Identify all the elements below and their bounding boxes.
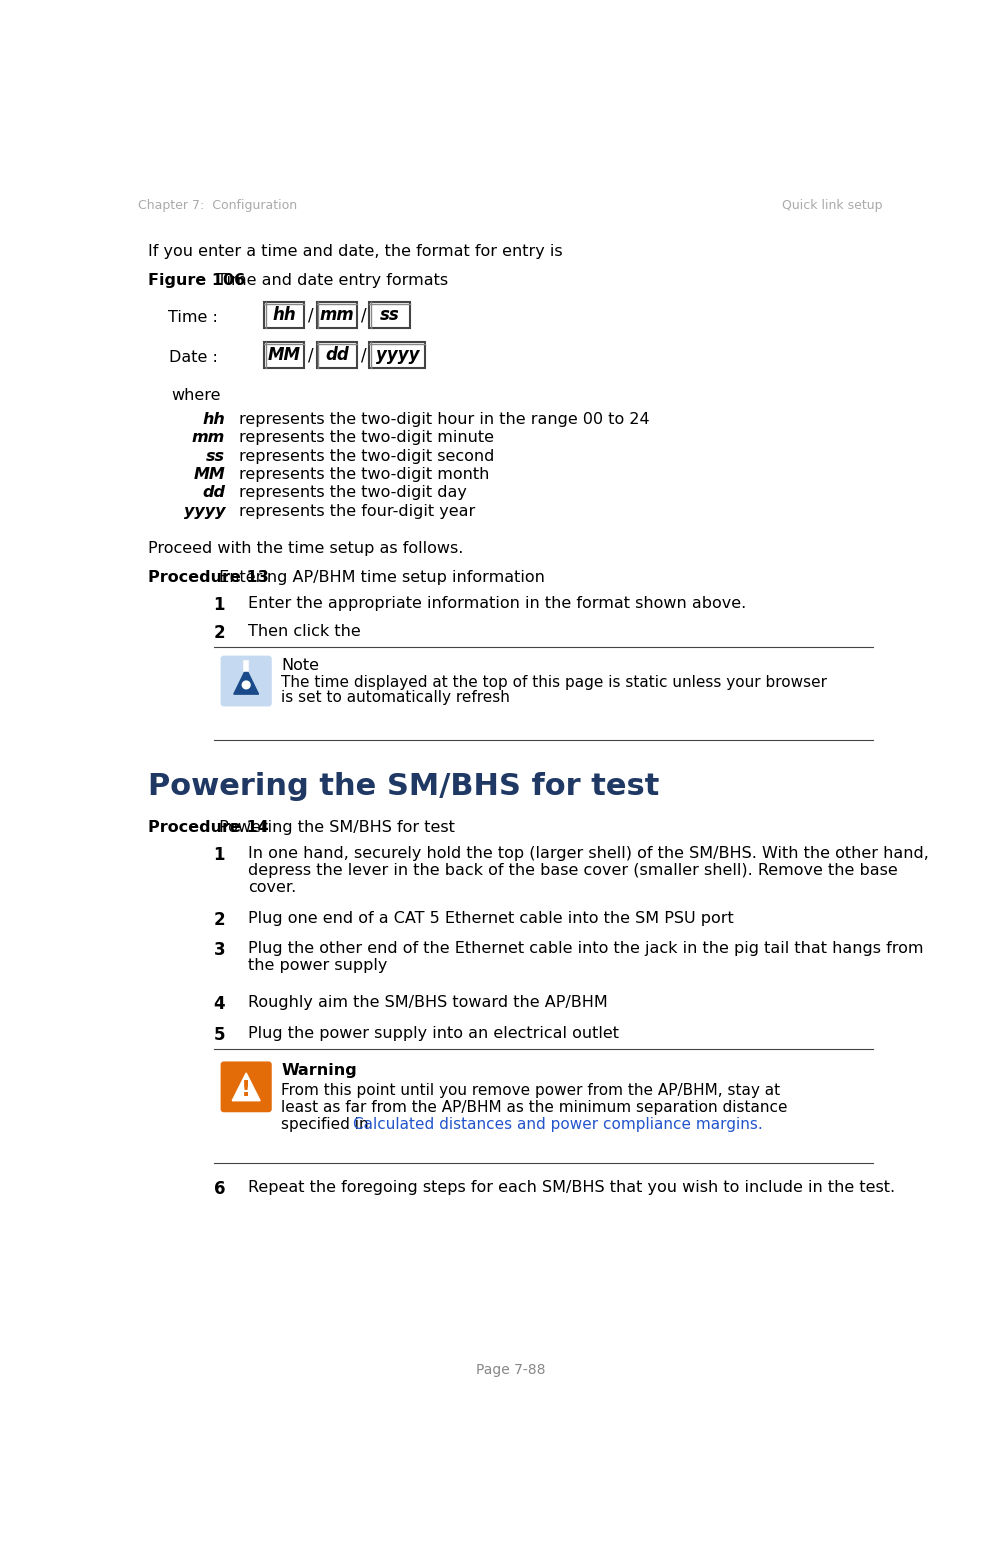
Text: Powering the SM/BHS for test: Powering the SM/BHS for test <box>214 820 455 834</box>
Text: mm: mm <box>320 307 355 324</box>
Text: Procedure 14: Procedure 14 <box>147 820 269 834</box>
Text: !: ! <box>241 1080 251 1100</box>
FancyBboxPatch shape <box>220 655 272 706</box>
Text: hh: hh <box>202 411 225 426</box>
Text: Time and date entry formats: Time and date entry formats <box>212 272 448 288</box>
Text: mm: mm <box>192 429 225 445</box>
Text: Quick link setup: Quick link setup <box>782 199 882 212</box>
Text: least as far from the AP/BHM as the minimum separation distance: least as far from the AP/BHM as the mini… <box>281 1100 788 1116</box>
Text: MM: MM <box>268 347 301 364</box>
Text: ss: ss <box>206 448 225 464</box>
Text: yyyy: yyyy <box>183 504 225 520</box>
Text: yyyy: yyyy <box>375 347 419 364</box>
Polygon shape <box>232 1074 260 1100</box>
Text: Date :: Date : <box>168 350 217 366</box>
Circle shape <box>242 682 250 689</box>
Text: is set to automatically refresh: is set to automatically refresh <box>281 691 510 705</box>
FancyBboxPatch shape <box>220 1061 272 1113</box>
Text: MM: MM <box>193 467 225 482</box>
Text: where: where <box>171 389 220 403</box>
Text: The time displayed at the top of this page is static unless your browser: The time displayed at the top of this pa… <box>281 675 827 689</box>
Text: Plug the power supply into an electrical outlet: Plug the power supply into an electrical… <box>248 1025 620 1041</box>
Text: Page 7-88: Page 7-88 <box>476 1363 545 1377</box>
Text: If you enter a time and date, the format for entry is: If you enter a time and date, the format… <box>147 244 563 260</box>
Text: Repeat the foregoing steps for each SM/BHS that you wish to include in the test.: Repeat the foregoing steps for each SM/B… <box>248 1179 895 1195</box>
Text: specified in: specified in <box>281 1117 374 1131</box>
Text: Note: Note <box>281 658 319 672</box>
Text: Proceed with the time setup as follows.: Proceed with the time setup as follows. <box>147 541 463 555</box>
FancyBboxPatch shape <box>317 302 357 328</box>
Text: represents the two-digit day: represents the two-digit day <box>239 485 467 501</box>
Text: Enter the appropriate information in the format shown above.: Enter the appropriate information in the… <box>248 596 747 612</box>
Text: Plug the other end of the Ethernet cable into the jack in the pig tail that hang: Plug the other end of the Ethernet cable… <box>248 941 924 957</box>
Text: /: / <box>309 307 314 324</box>
Text: Powering the SM/BHS for test: Powering the SM/BHS for test <box>147 772 659 801</box>
Text: Chapter 7:  Configuration: Chapter 7: Configuration <box>138 199 298 212</box>
Text: represents the four-digit year: represents the four-digit year <box>239 504 475 520</box>
Text: the power supply: the power supply <box>248 958 387 972</box>
Text: cover.: cover. <box>248 879 297 895</box>
Polygon shape <box>234 669 259 694</box>
Text: 4: 4 <box>213 996 225 1013</box>
FancyBboxPatch shape <box>370 342 425 369</box>
FancyBboxPatch shape <box>317 342 357 369</box>
Text: 5: 5 <box>213 1025 225 1044</box>
Text: /: / <box>362 347 367 364</box>
Text: represents the two-digit second: represents the two-digit second <box>239 448 495 464</box>
Text: Procedure 13: Procedure 13 <box>147 569 269 585</box>
Text: dd: dd <box>325 347 349 364</box>
Text: Time :: Time : <box>167 310 217 325</box>
Text: /: / <box>309 347 314 364</box>
Text: 1: 1 <box>213 846 225 864</box>
Text: represents the two-digit hour in the range 00 to 24: represents the two-digit hour in the ran… <box>239 411 649 426</box>
FancyBboxPatch shape <box>370 302 409 328</box>
Text: depress the lever in the back of the base cover (smaller shell). Remove the base: depress the lever in the back of the bas… <box>248 862 898 878</box>
Text: /: / <box>362 307 367 324</box>
Text: 3: 3 <box>213 941 225 960</box>
Text: represents the two-digit minute: represents the two-digit minute <box>239 429 494 445</box>
Text: Plug one end of a CAT 5 Ethernet cable into the SM PSU port: Plug one end of a CAT 5 Ethernet cable i… <box>248 910 734 926</box>
Text: Roughly aim the SM/BHS toward the AP/BHM: Roughly aim the SM/BHS toward the AP/BHM <box>248 996 609 1010</box>
Text: Then click the: Then click the <box>248 624 367 640</box>
Text: 1: 1 <box>213 596 225 615</box>
Text: ss: ss <box>379 307 399 324</box>
FancyBboxPatch shape <box>264 342 305 369</box>
Text: represents the two-digit month: represents the two-digit month <box>239 467 490 482</box>
Text: 2: 2 <box>213 624 225 643</box>
Text: dd: dd <box>202 485 225 501</box>
FancyBboxPatch shape <box>264 302 305 328</box>
Text: specified in: specified in <box>281 1117 374 1131</box>
Text: Figure 106: Figure 106 <box>147 272 245 288</box>
Text: Entering AP/BHM time setup information: Entering AP/BHM time setup information <box>214 569 545 585</box>
Text: In one hand, securely hold the top (larger shell) of the SM/BHS. With the other : In one hand, securely hold the top (larg… <box>248 846 929 860</box>
Text: 2: 2 <box>213 910 225 929</box>
Text: Calculated distances and power compliance margins.: Calculated distances and power complianc… <box>353 1117 763 1131</box>
Text: From this point until you remove power from the AP/BHM, stay at: From this point until you remove power f… <box>281 1083 780 1099</box>
Text: hh: hh <box>272 307 296 324</box>
Text: 6: 6 <box>213 1179 225 1198</box>
Text: Warning: Warning <box>281 1063 357 1078</box>
